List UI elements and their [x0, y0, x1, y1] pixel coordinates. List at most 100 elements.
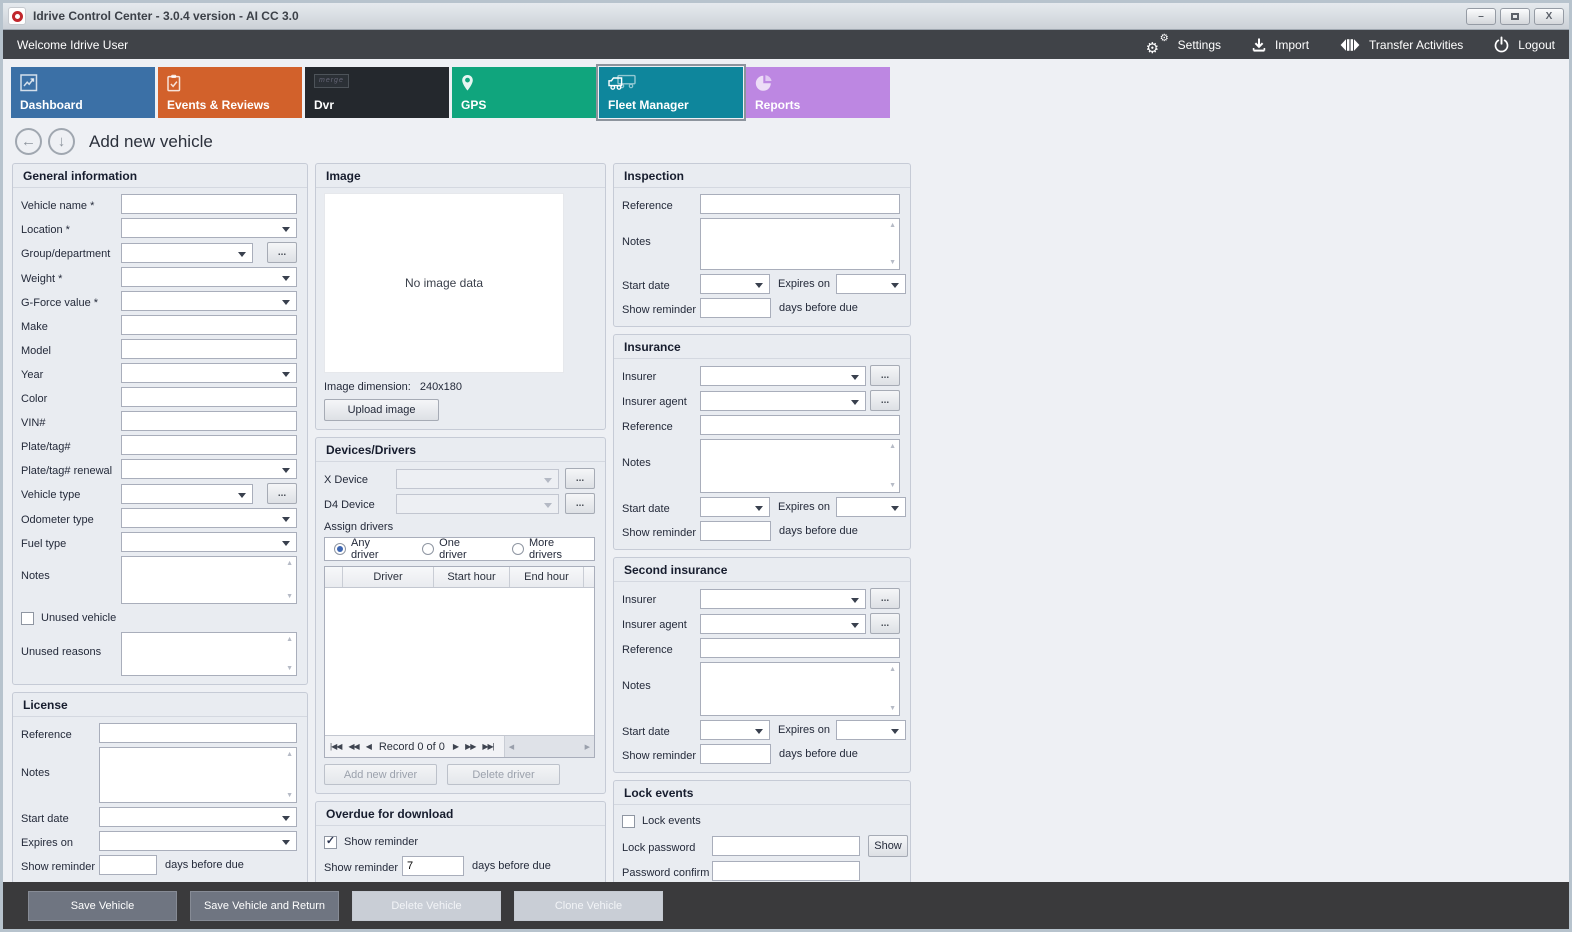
save-vehicle-button[interactable]: Save Vehicle — [28, 890, 177, 921]
license-reminder-input[interactable] — [99, 855, 157, 875]
add-new-driver-button[interactable]: Add new driver — [324, 764, 437, 785]
d4-device-select[interactable] — [396, 493, 559, 514]
import-button[interactable]: Import — [1251, 37, 1309, 53]
nav-next-icon[interactable]: ▶ — [452, 742, 459, 751]
color-input[interactable] — [121, 387, 297, 407]
vehicle-type-select[interactable] — [121, 483, 253, 504]
close-button[interactable]: X — [1534, 7, 1564, 25]
vehicle-type-more-button[interactable]: ... — [267, 483, 297, 504]
inspection-notes-textarea[interactable]: ▲ ▼ — [700, 218, 900, 270]
vehicle-name-input[interactable] — [121, 194, 297, 214]
inspection-expires-select[interactable] — [835, 274, 906, 294]
drivers-table-body — [325, 588, 594, 735]
second-insurance-reference-label: Reference — [622, 643, 673, 656]
logout-button[interactable]: Logout — [1493, 36, 1555, 53]
insurance-start-date-select[interactable] — [700, 497, 770, 517]
scrollbar-left-icon[interactable]: ◀ — [508, 744, 515, 751]
nav-prev-page-icon[interactable]: ◀◀ — [348, 742, 359, 751]
second-insurance-insurer-select[interactable] — [700, 588, 866, 609]
tab-gps[interactable]: GPS — [452, 67, 596, 118]
make-input[interactable] — [121, 315, 297, 335]
general-information-title: General information — [13, 164, 307, 188]
second-insurance-reference-input[interactable] — [700, 638, 900, 658]
delete-driver-button[interactable]: Delete driver — [447, 764, 560, 785]
insurance-insurer-select[interactable] — [700, 365, 866, 386]
radio-one-driver[interactable]: One driver — [422, 537, 486, 561]
location-select[interactable] — [121, 218, 297, 238]
radio-any-driver[interactable]: Any driver — [334, 537, 396, 561]
inspection-start-date-select[interactable] — [700, 274, 770, 294]
license-notes-textarea[interactable]: ▲ ▼ — [99, 747, 297, 803]
second-insurance-agent-select[interactable] — [700, 613, 866, 634]
insurance-agent-more-button[interactable]: ... — [870, 390, 900, 411]
plate-input[interactable] — [121, 435, 297, 455]
fuel-type-select[interactable] — [121, 532, 297, 552]
end-hour-column-header[interactable]: End hour — [510, 567, 584, 587]
inspection-dates-row: Start date Expires on — [622, 274, 906, 294]
odometer-type-select[interactable] — [121, 508, 297, 528]
insurance-insurer-more-button[interactable]: ... — [870, 365, 900, 386]
show-password-button[interactable]: Show — [868, 835, 908, 857]
horizontal-scrollbar[interactable]: ◀ ▶ — [503, 736, 594, 757]
license-start-date-select[interactable] — [99, 807, 297, 827]
minimize-button[interactable]: – — [1466, 7, 1496, 25]
insurance-agent-select[interactable] — [700, 390, 866, 411]
insurance-expires-select[interactable] — [835, 497, 906, 517]
overdue-reminder-input[interactable] — [402, 856, 464, 876]
model-input[interactable] — [121, 339, 297, 359]
radio-more-drivers[interactable]: More drivers — [512, 537, 585, 561]
nav-next-page-icon[interactable]: ▶▶ — [465, 742, 476, 751]
insurance-reference-input[interactable] — [700, 415, 900, 435]
second-insurance-reminder-input[interactable] — [700, 744, 771, 764]
driver-column-header[interactable]: Driver — [343, 567, 434, 587]
save-vehicle-and-return-button[interactable]: Save Vehicle and Return — [190, 890, 339, 921]
maximize-button[interactable] — [1500, 7, 1530, 25]
overdue-show-reminder-checkbox[interactable]: ✓ — [324, 835, 337, 849]
lock-password-input[interactable] — [712, 836, 860, 856]
x-device-more-button[interactable]: ... — [565, 468, 595, 489]
insurance-notes-textarea[interactable]: ▲ ▼ — [700, 439, 900, 493]
plate-renewal-select[interactable] — [121, 459, 297, 479]
tab-reports[interactable]: Reports — [746, 67, 890, 118]
inspection-reference-input[interactable] — [700, 194, 900, 214]
tab-dvr[interactable]: merge Dvr — [305, 67, 449, 118]
license-expires-select[interactable] — [99, 831, 297, 851]
start-hour-column-header[interactable]: Start hour — [434, 567, 510, 587]
weight-select[interactable] — [121, 267, 297, 287]
lock-events-checkbox[interactable] — [622, 814, 635, 828]
tab-fleet-manager[interactable]: Fleet Manager — [596, 64, 746, 121]
upload-image-button[interactable]: Upload image — [324, 399, 439, 421]
clone-vehicle-button[interactable]: Clone Vehicle — [514, 890, 663, 921]
map-pin-icon — [461, 74, 474, 93]
group-department-more-button[interactable]: ... — [267, 242, 297, 263]
settings-button[interactable]: ⚙ ⚙ Settings — [1146, 33, 1221, 56]
group-department-select[interactable] — [121, 242, 253, 263]
license-reference-input[interactable] — [99, 723, 297, 743]
back-button[interactable]: ← — [15, 128, 42, 155]
inspection-reminder-input[interactable] — [700, 298, 771, 318]
nav-prev-icon[interactable]: ◀ — [365, 742, 372, 751]
password-confirm-input[interactable] — [712, 861, 860, 881]
second-insurance-expires-select[interactable] — [835, 720, 906, 740]
unused-reasons-textarea[interactable]: ▲ ▼ — [121, 632, 297, 676]
nav-last-icon[interactable]: ▶▶| — [482, 742, 494, 751]
second-insurance-agent-more-button[interactable]: ... — [870, 613, 900, 634]
tab-events-reviews[interactable]: Events & Reviews — [158, 67, 302, 118]
insurance-reminder-input[interactable] — [700, 521, 771, 541]
nav-first-icon[interactable]: |◀◀ — [330, 742, 342, 751]
notes-textarea[interactable]: ▲ ▼ — [121, 556, 297, 604]
d4-device-more-button[interactable]: ... — [565, 493, 595, 514]
scrollbar-right-icon[interactable]: ▶ — [584, 744, 590, 751]
delete-vehicle-button[interactable]: Delete Vehicle — [352, 890, 501, 921]
tab-dashboard[interactable]: Dashboard — [11, 67, 155, 118]
second-insurance-start-date-select[interactable] — [700, 720, 770, 740]
down-button[interactable]: ↓ — [48, 128, 75, 155]
second-insurance-insurer-more-button[interactable]: ... — [870, 588, 900, 609]
year-select[interactable] — [121, 363, 297, 383]
transfer-activities-button[interactable]: Transfer Activities — [1339, 37, 1463, 53]
second-insurance-notes-textarea[interactable]: ▲ ▼ — [700, 662, 900, 716]
gforce-select[interactable] — [121, 291, 297, 311]
x-device-select[interactable] — [396, 468, 559, 489]
unused-vehicle-checkbox[interactable] — [21, 611, 34, 625]
vin-input[interactable] — [121, 411, 297, 431]
